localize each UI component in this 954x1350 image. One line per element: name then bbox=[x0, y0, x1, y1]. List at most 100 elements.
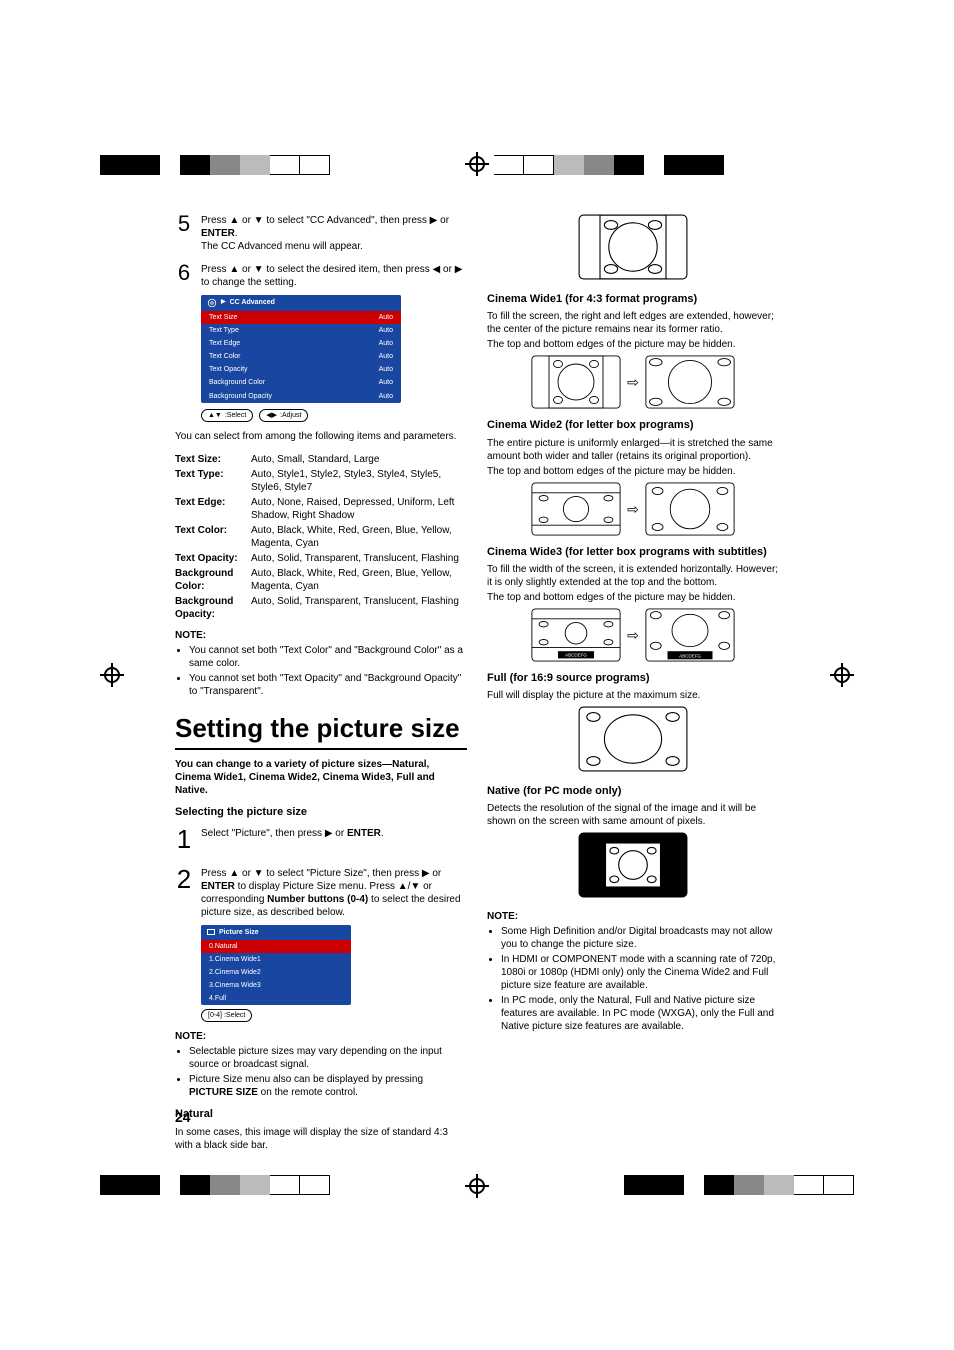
ps-menu-row: 4.Full bbox=[201, 992, 351, 1005]
intro-paragraph: You can change to a variety of picture s… bbox=[175, 758, 467, 797]
note-3-header: NOTE: bbox=[487, 910, 779, 923]
note-3-list: Some High Definition and/or Digital broa… bbox=[487, 925, 779, 1033]
step2-numbers: Number buttons (0-4) bbox=[267, 894, 368, 905]
note-item: Picture Size menu also can be displayed … bbox=[189, 1073, 467, 1099]
registration-mark-bottom bbox=[465, 1174, 489, 1198]
note-item: You cannot set both "Text Opacity" and "… bbox=[189, 672, 467, 698]
cc-menu-row: Text OpacityAuto bbox=[201, 363, 401, 376]
selecting-size-header: Selecting the picture size bbox=[175, 805, 467, 819]
step-5-text: Press ▲ or ▼ to select "CC Advanced", th… bbox=[201, 210, 467, 253]
full-header: Full (for 16:9 source programs) bbox=[487, 671, 779, 685]
cc-menu-row: Text ColorAuto bbox=[201, 350, 401, 363]
crop-marks-bottom-right bbox=[494, 1175, 854, 1195]
arrow-icon: ⇨ bbox=[627, 500, 639, 518]
cw3-diagram: ABCDEFG ⇨ ABCDEFG bbox=[487, 607, 779, 663]
step-5: 5 Press ▲ or ▼ to select "CC Advanced", … bbox=[175, 210, 467, 253]
left-column: 5 Press ▲ or ▼ to select "CC Advanced", … bbox=[175, 210, 467, 1154]
cc-advanced-menu: ▶ CC Advanced Text SizeAutoText TypeAuto… bbox=[201, 295, 401, 403]
param-row: Background Color:Auto, Black, White, Red… bbox=[175, 567, 467, 593]
cw1-header: Cinema Wide1 (for 4:3 format programs) bbox=[487, 292, 779, 306]
params-intro: You can select from among the following … bbox=[175, 430, 467, 443]
step-number-5: 5 bbox=[175, 210, 193, 253]
step1-c: . bbox=[381, 828, 384, 839]
ps-menu-row: 3.Cinema Wide3 bbox=[201, 979, 351, 992]
param-row: Text Opacity:Auto, Solid, Transparent, T… bbox=[175, 552, 467, 565]
ps-menu-row: 2.Cinema Wide2 bbox=[201, 966, 351, 979]
step-number-6: 6 bbox=[175, 259, 193, 289]
cw2-text: The entire picture is uniformly enlarged… bbox=[487, 437, 779, 463]
step5-text-a: Press ▲ or ▼ to select "CC Advanced", th… bbox=[201, 215, 449, 226]
registration-mark-right bbox=[830, 663, 854, 687]
param-row: Text Type:Auto, Style1, Style2, Style3, … bbox=[175, 468, 467, 494]
natural-text: In some cases, this image will display t… bbox=[175, 1126, 467, 1152]
cw2-text2: The top and bottom edges of the picture … bbox=[487, 465, 779, 478]
picture-size-menu: Picture Size 0.Natural1.Cinema Wide12.Ci… bbox=[201, 925, 351, 1006]
step-2-text: Press ▲ or ▼ to select "Picture Size", t… bbox=[201, 863, 467, 919]
step-6: 6 Press ▲ or ▼ to select the desired ite… bbox=[175, 259, 467, 289]
cc-menu-row: Text TypeAuto bbox=[201, 324, 401, 337]
cw1-diagram: ⇨ bbox=[487, 354, 779, 410]
native-text: Detects the resolution of the signal of … bbox=[487, 802, 779, 828]
ps-menu-row: 1.Cinema Wide1 bbox=[201, 953, 351, 966]
cw1-text: To fill the screen, the right and left e… bbox=[487, 310, 779, 336]
step-1-text: Select "Picture", then press ▶ or ENTER. bbox=[201, 823, 467, 857]
note-item: In HDMI or COMPONENT mode with a scannin… bbox=[501, 953, 779, 992]
param-row: Text Size:Auto, Small, Standard, Large bbox=[175, 453, 467, 466]
cw3-text: To fill the width of the screen, it is e… bbox=[487, 563, 779, 589]
note-1-list: You cannot set both "Text Color" and "Ba… bbox=[175, 644, 467, 698]
step-number-1: 1 bbox=[175, 823, 193, 857]
cc-menu-row: Background ColorAuto bbox=[201, 376, 401, 389]
ps-menu-row: 0.Natural bbox=[201, 940, 351, 953]
ps-hint: [0-4] :Select bbox=[201, 1009, 252, 1022]
cc-menu-row: Text EdgeAuto bbox=[201, 337, 401, 350]
gear-icon bbox=[207, 298, 217, 308]
arrow-icon: ⇨ bbox=[627, 373, 639, 391]
cw2-header: Cinema Wide2 (for letter box programs) bbox=[487, 418, 779, 432]
step-2: 2 Press ▲ or ▼ to select "Picture Size",… bbox=[175, 863, 467, 919]
note-2-header: NOTE: bbox=[175, 1030, 467, 1043]
svg-text:ABCDEFG: ABCDEFG bbox=[679, 653, 701, 658]
svg-text:ABCDEFG: ABCDEFG bbox=[565, 652, 587, 657]
step-1: 1 Select "Picture", then press ▶ or ENTE… bbox=[175, 823, 467, 857]
crop-marks-top-left bbox=[100, 155, 460, 175]
arrow-icon: ⇨ bbox=[627, 626, 639, 644]
full-diagram bbox=[487, 706, 779, 776]
crop-marks-top-right bbox=[494, 155, 854, 175]
native-diagram bbox=[487, 832, 779, 902]
cc-menu-row: Background OpacityAuto bbox=[201, 390, 401, 403]
cw2-diagram: ⇨ bbox=[487, 481, 779, 537]
full-text: Full will display the picture at the max… bbox=[487, 689, 779, 702]
step-number-2: 2 bbox=[175, 863, 193, 919]
note-2-list: Selectable picture sizes may vary depend… bbox=[175, 1045, 467, 1099]
cc-menu-title: CC Advanced bbox=[230, 298, 275, 307]
hint-adjust-label: :Adjust bbox=[280, 411, 301, 420]
cc-menu-hints: ▲▼:Select ◀▶:Adjust bbox=[201, 409, 467, 422]
step-6-text: Press ▲ or ▼ to select the desired item,… bbox=[201, 259, 467, 289]
note-item: You cannot set both "Text Color" and "Ba… bbox=[189, 644, 467, 670]
tv-icon bbox=[207, 929, 215, 935]
page: 5 Press ▲ or ▼ to select "CC Advanced", … bbox=[0, 0, 954, 1350]
param-row: Text Color:Auto, Black, White, Red, Gree… bbox=[175, 524, 467, 550]
natural-header: Natural bbox=[175, 1107, 467, 1121]
note-item: Selectable picture sizes may vary depend… bbox=[189, 1045, 467, 1071]
registration-mark-left bbox=[100, 663, 124, 687]
cw1-text2: The top and bottom edges of the picture … bbox=[487, 338, 779, 351]
cc-menu-row: Text SizeAuto bbox=[201, 311, 401, 324]
step1-enter: ENTER bbox=[347, 828, 381, 839]
cc-menu-title-row: ▶ CC Advanced bbox=[201, 295, 401, 311]
step2-enter: ENTER bbox=[201, 881, 235, 892]
crop-marks-bottom-left bbox=[100, 1175, 460, 1195]
page-number: 24 bbox=[175, 1109, 191, 1125]
section-heading: Setting the picture size bbox=[175, 712, 467, 750]
step1-a: Select "Picture", then press ▶ or bbox=[201, 828, 347, 839]
ps-menu-hints: [0-4] :Select bbox=[201, 1009, 467, 1022]
ps-menu-title: Picture Size bbox=[219, 928, 259, 937]
intro-bold: You can change to a variety of picture s… bbox=[175, 759, 435, 796]
right-column: Cinema Wide1 (for 4:3 format programs) T… bbox=[487, 210, 779, 1154]
parameter-list: Text Size:Auto, Small, Standard, Large Te… bbox=[175, 453, 467, 621]
cw3-header: Cinema Wide3 (for letter box programs wi… bbox=[487, 545, 779, 559]
natural-diagram bbox=[487, 214, 779, 284]
param-row: Text Edge:Auto, None, Raised, Depressed,… bbox=[175, 496, 467, 522]
param-row: Background Opacity:Auto, Solid, Transpar… bbox=[175, 595, 467, 621]
hint-select-label: :Select bbox=[225, 411, 246, 420]
